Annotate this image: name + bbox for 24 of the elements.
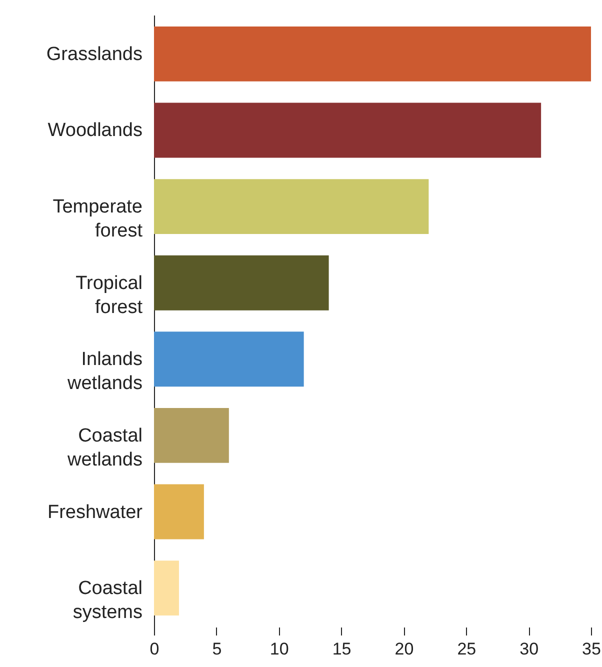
bar <box>154 408 229 463</box>
bar <box>154 484 204 540</box>
x-tick-label: 20 <box>394 640 414 658</box>
y-tick-label: Freshwater <box>47 502 144 523</box>
bar <box>154 102 542 158</box>
bar <box>154 332 304 387</box>
x-tick-label: 30 <box>520 640 539 658</box>
bar <box>154 26 591 82</box>
y-tick-label: Coastal systems <box>72 578 142 624</box>
x-tick-label: 5 <box>212 640 222 658</box>
y-tick-label: Tropical forest <box>76 272 144 318</box>
bar <box>154 560 179 616</box>
y-tick-label: Inlands wetlands <box>66 349 142 394</box>
bar <box>154 179 429 234</box>
x-tick-label: 15 <box>332 640 352 658</box>
x-tick-label: 25 <box>457 640 476 658</box>
y-tick-label: Woodlands <box>48 120 142 142</box>
x-tick-label: 10 <box>270 640 289 658</box>
x-tick-label: 0 <box>150 640 160 658</box>
y-tick-label: Grasslands <box>46 44 142 65</box>
y-tick-label: Temperate forest <box>52 196 144 242</box>
x-tick-label: 35 <box>582 640 601 658</box>
bar <box>154 255 329 310</box>
y-tick-label: Coastal wetlands <box>66 425 142 470</box>
